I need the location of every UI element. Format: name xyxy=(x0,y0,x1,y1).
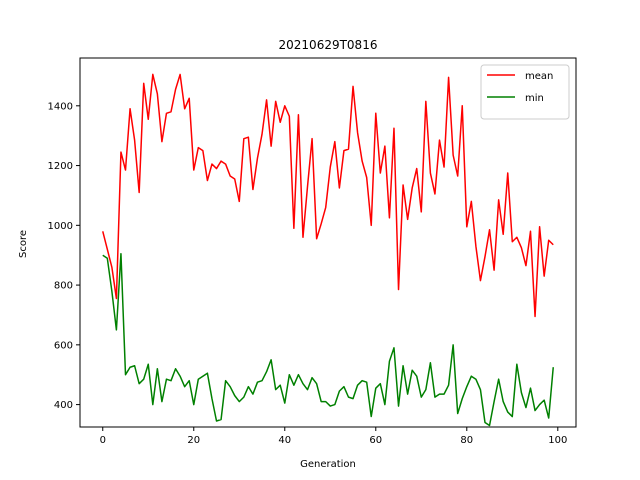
y-tick-label: 400 xyxy=(54,400,73,411)
x-tick-label: 40 xyxy=(278,435,291,446)
y-axis-label: Score xyxy=(18,230,29,258)
x-axis-label: Generation xyxy=(300,459,356,470)
y-tick-label: 1400 xyxy=(48,101,73,112)
y-axis: 400 600 800 1000 1200 1400 xyxy=(48,101,80,411)
x-tick-label: 0 xyxy=(100,435,106,446)
series-line-min xyxy=(102,252,554,427)
x-tick-label: 80 xyxy=(460,435,473,446)
x-tick-label: 60 xyxy=(369,435,382,446)
legend-label-mean: mean xyxy=(525,71,553,82)
y-tick-label: 600 xyxy=(54,340,73,351)
x-tick-label: 20 xyxy=(187,435,200,446)
plot-area xyxy=(102,73,554,427)
legend-label-min: min xyxy=(525,93,544,104)
chart-title: 20210629T0816 xyxy=(279,38,378,52)
x-axis: 0 20 40 60 80 100 xyxy=(100,427,567,446)
y-tick-label: 1000 xyxy=(48,221,73,232)
series-line-mean xyxy=(102,73,554,318)
legend-box xyxy=(480,64,570,120)
x-tick-label: 100 xyxy=(548,435,567,446)
plot-frame xyxy=(79,57,577,428)
legend: mean min xyxy=(480,64,570,120)
y-tick-label: 1200 xyxy=(48,161,73,172)
y-tick-label: 800 xyxy=(54,281,73,292)
